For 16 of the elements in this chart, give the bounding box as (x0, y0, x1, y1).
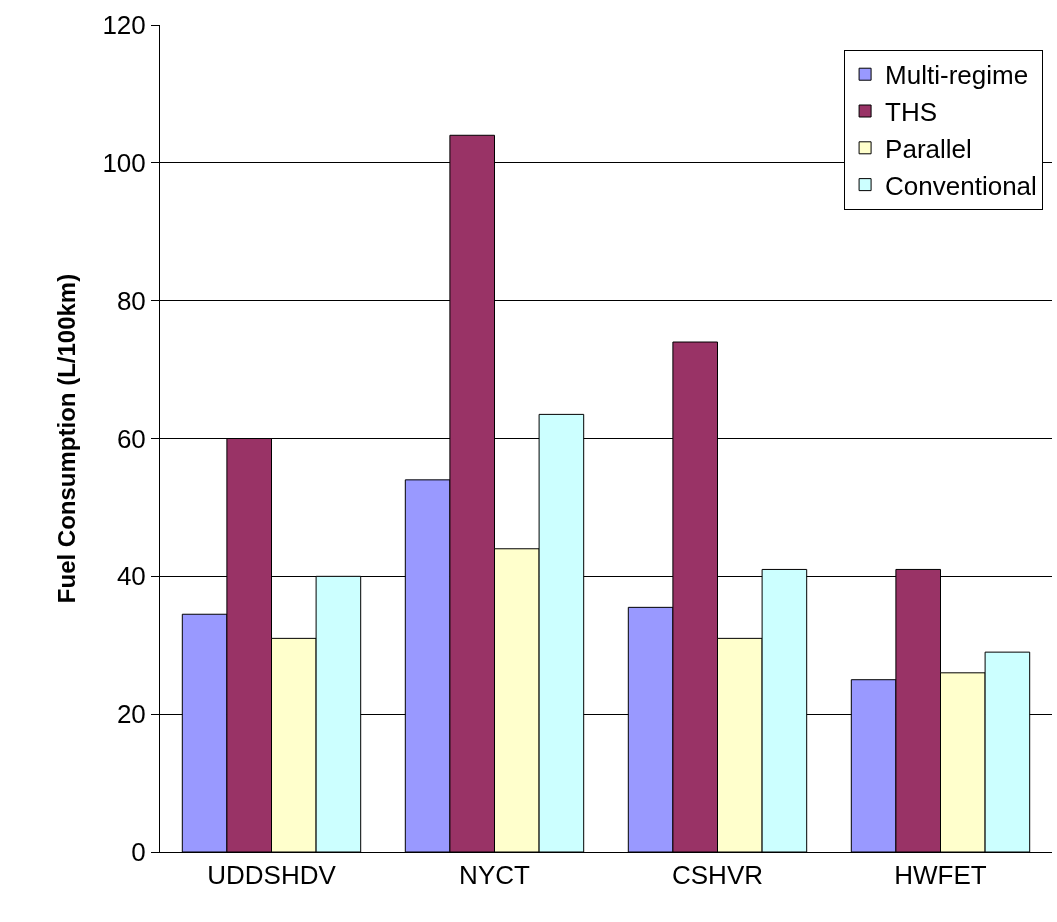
y-tick-label: 40 (116, 561, 146, 592)
x-tick-label: CSHVR (671, 860, 764, 891)
legend-label: Conventional (885, 170, 1037, 201)
y-tick-label: 80 (116, 285, 146, 316)
y-tick-label: 100 (102, 147, 146, 178)
legend-label: Multi-regime (885, 60, 1029, 91)
y-tick-label: 120 (102, 10, 146, 41)
y-axis-title: Fuel Consumption (L/100km) (52, 273, 80, 604)
x-tick-label: NYCT (459, 860, 530, 891)
legend-label: Parallel (885, 133, 972, 164)
y-tick-label: 20 (116, 699, 146, 730)
x-tick-label: HWFET (894, 860, 987, 891)
y-tick-label: 0 (131, 837, 146, 868)
legend-label: THS (885, 97, 938, 128)
x-tick-label: UDDSHDV (207, 860, 337, 891)
y-tick-label: 60 (116, 423, 146, 454)
